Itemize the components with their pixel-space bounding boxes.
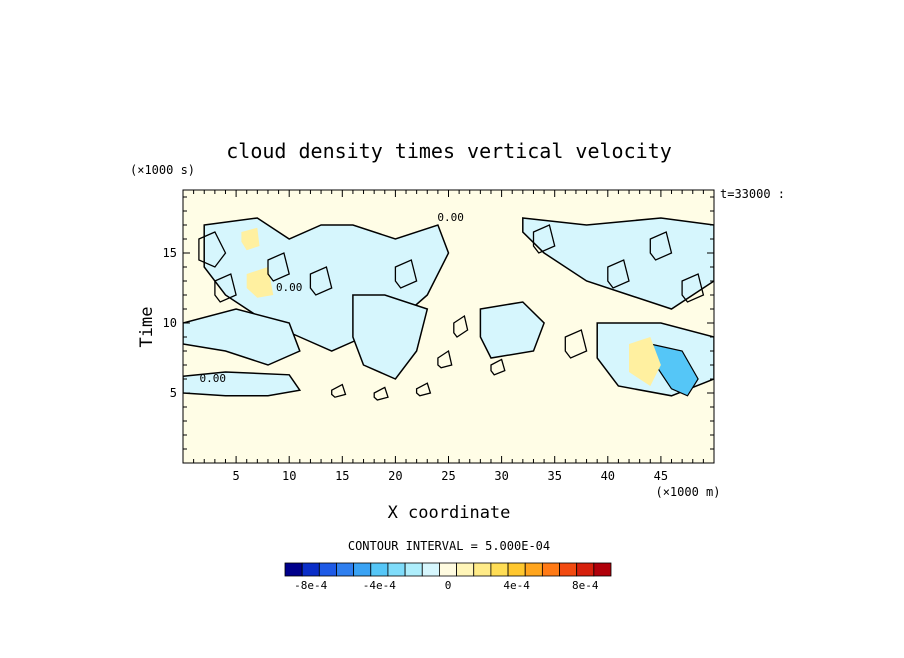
contour-label-1: 0.00: [276, 281, 303, 294]
colorbar-swatch: [593, 562, 612, 577]
negative-regions: [183, 217, 714, 397]
positive-region-0: [629, 337, 661, 386]
contour-loop-3: [309, 266, 333, 296]
colorbar-tick-label: 4e-4: [503, 579, 530, 592]
x-tick-label: 35: [547, 469, 561, 483]
contour-loop-2: [267, 252, 290, 282]
colorbar-swatch: [421, 562, 440, 577]
y-axis-label: Time: [137, 307, 157, 348]
colorbar-swatch: [524, 562, 543, 577]
x-tick-label: 40: [601, 469, 615, 483]
colorbar-swatch: [456, 562, 475, 577]
contour-label-0: 0.00: [437, 211, 464, 224]
colorbar-swatch: [473, 562, 492, 577]
colorbar-swatch: [404, 562, 423, 577]
colorbar-swatch: [541, 562, 560, 577]
contour-loop-6: [564, 329, 588, 359]
chart-title: cloud density times vertical velocity: [226, 139, 672, 163]
contour-labels: 0.00 0.00 0.00: [199, 211, 463, 385]
contour-loop-1: [214, 273, 237, 303]
contour-label-2: 0.00: [199, 372, 226, 385]
negative-region-2: [183, 308, 301, 366]
colorbar-swatch: [439, 562, 457, 577]
colorbar-swatch: [576, 562, 595, 577]
contour-loop-14: [373, 386, 389, 401]
negative-region-1: [352, 294, 429, 380]
contour-loop-5: [453, 314, 469, 338]
x-tick-label: 10: [282, 469, 296, 483]
colorbar-tick-label: 8e-4: [572, 579, 599, 592]
contour-loop-13: [331, 383, 347, 398]
colorbar-swatch: [370, 562, 389, 577]
x-tick-label: 45: [654, 469, 668, 483]
colorbar-tick-labels: -8e-4 -4e-4 0 4e-4 8e-4: [294, 579, 599, 592]
contour-loop-8: [532, 224, 556, 254]
colorbar-swatch: [387, 562, 406, 577]
y-tick-label: 5: [170, 386, 177, 400]
x-unit-label: (×1000 m): [655, 485, 720, 499]
contour-loop-12: [490, 358, 506, 376]
contour-loop-0: [198, 231, 227, 268]
x-axis-label: X coordinate: [388, 503, 511, 523]
x-tick-label: 20: [388, 469, 402, 483]
colorbar-swatch: [507, 562, 526, 577]
y-tick-label: 10: [163, 316, 177, 330]
contour-interval-text: CONTOUR INTERVAL = 5.000E-04: [348, 539, 550, 553]
time-stamp: t=33000 :: [720, 187, 785, 201]
contour-loop-9: [649, 231, 673, 261]
y-tick-label: 15: [163, 246, 177, 260]
x-tick-label: 5: [232, 469, 239, 483]
x-tick-label: 30: [494, 469, 508, 483]
colorbar-swatch: [284, 562, 303, 577]
colorbar-swatch: [318, 562, 337, 577]
y-axis-ticks: 5 10 15: [163, 196, 714, 450]
contour-loop-15: [415, 382, 432, 397]
contour-loop-7: [607, 259, 630, 289]
colorbar-swatch: [353, 562, 372, 577]
colorbar-tick-label: 0: [445, 579, 452, 592]
y-unit-label: (×1000 s): [130, 163, 195, 177]
positive-region-1: [246, 267, 274, 298]
x-tick-label: 15: [335, 469, 349, 483]
colorbar-swatch: [301, 562, 320, 577]
contour-loop-10: [681, 273, 705, 303]
colorbar: [284, 562, 612, 577]
contour-loop-11: [437, 349, 453, 369]
colorbar-tick-label: -4e-4: [363, 579, 396, 592]
x-axis-ticks: 5 10 15 20 25 30 35 40 45: [193, 190, 704, 483]
contour-loop-4: [394, 259, 418, 289]
colorbar-tick-label: -8e-4: [294, 579, 327, 592]
negative-region-3: [183, 371, 302, 397]
positive-region-2: [241, 227, 260, 251]
colorbar-swatch: [336, 562, 355, 577]
x-tick-label: 25: [441, 469, 455, 483]
contour-loops: [198, 224, 705, 401]
colorbar-swatch: [559, 562, 578, 577]
colorbar-swatch: [490, 562, 509, 577]
positive-regions: [241, 227, 661, 386]
negative-region-4: [522, 217, 714, 310]
negative-region-6: [479, 301, 545, 359]
